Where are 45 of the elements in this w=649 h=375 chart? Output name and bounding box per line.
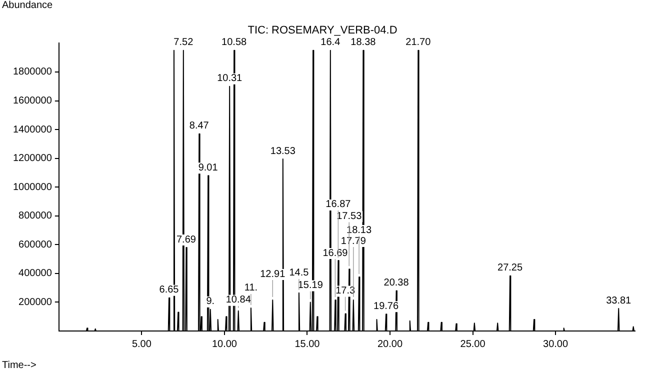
annotation: 33.81 [606, 295, 632, 306]
y-tick-label: 800000 [18, 210, 52, 222]
annotation: 16.69 [322, 248, 348, 259]
annotation: 21.70 [406, 37, 432, 48]
annotation: 16.87 [326, 199, 352, 210]
annotation: 19.76 [374, 300, 399, 312]
annotation: 18.13 [346, 224, 372, 236]
x-tick-label: 30.00 [543, 338, 568, 350]
annotation: 27.25 [498, 262, 523, 274]
x-tick-label: 5.00 [132, 338, 152, 350]
y-tick-label: 200000 [18, 296, 52, 308]
y-axis-title: Abundance [2, 0, 53, 11]
annotation: 9.01 [198, 162, 218, 174]
annotation: 6.65 [159, 284, 180, 296]
annotation: 20.38 [384, 277, 410, 288]
chart-title: TIC: ROSEMARY_VERB-04.D [248, 24, 398, 37]
annotation: 14.5 [289, 268, 310, 279]
y-tick-label: 1600000 [12, 96, 52, 107]
annotation: 17.3 [336, 285, 356, 296]
x-axis-title: Time--> [2, 360, 36, 371]
annotation: 17.53 [336, 210, 362, 222]
annotation: 13.53 [270, 146, 296, 157]
y-tick-label: 1800000 [12, 66, 52, 78]
y-tick-label: 1200000 [12, 153, 52, 164]
y-tick-label: 1000000 [12, 182, 52, 193]
x-tick-label: 15.00 [294, 338, 320, 350]
y-tick-label: 1400000 [12, 124, 52, 136]
annotation: 15.19 [298, 280, 324, 291]
annotation: 18.38 [350, 37, 376, 48]
x-tick-label: 25.00 [460, 338, 486, 350]
annotation: 7.69 [176, 234, 196, 246]
annotation: 9. [206, 296, 215, 308]
annotation: 11. [244, 282, 258, 294]
y-tick-label: 600000 [18, 239, 52, 250]
x-tick-label: 20.00 [377, 338, 403, 350]
annotation: 10.58 [222, 37, 248, 48]
annotation: 7.52 [174, 37, 194, 48]
annotation: 10.84 [226, 294, 252, 306]
annotation: 16.4 [320, 37, 341, 48]
annotation: 12.91 [260, 268, 286, 280]
y-tick-label: 400000 [18, 268, 52, 280]
annotation: 8.47 [189, 120, 210, 132]
annotation: 17.79 [340, 236, 366, 247]
annotation: 10.31 [217, 73, 243, 84]
x-tick-label: 10.00 [212, 338, 238, 350]
